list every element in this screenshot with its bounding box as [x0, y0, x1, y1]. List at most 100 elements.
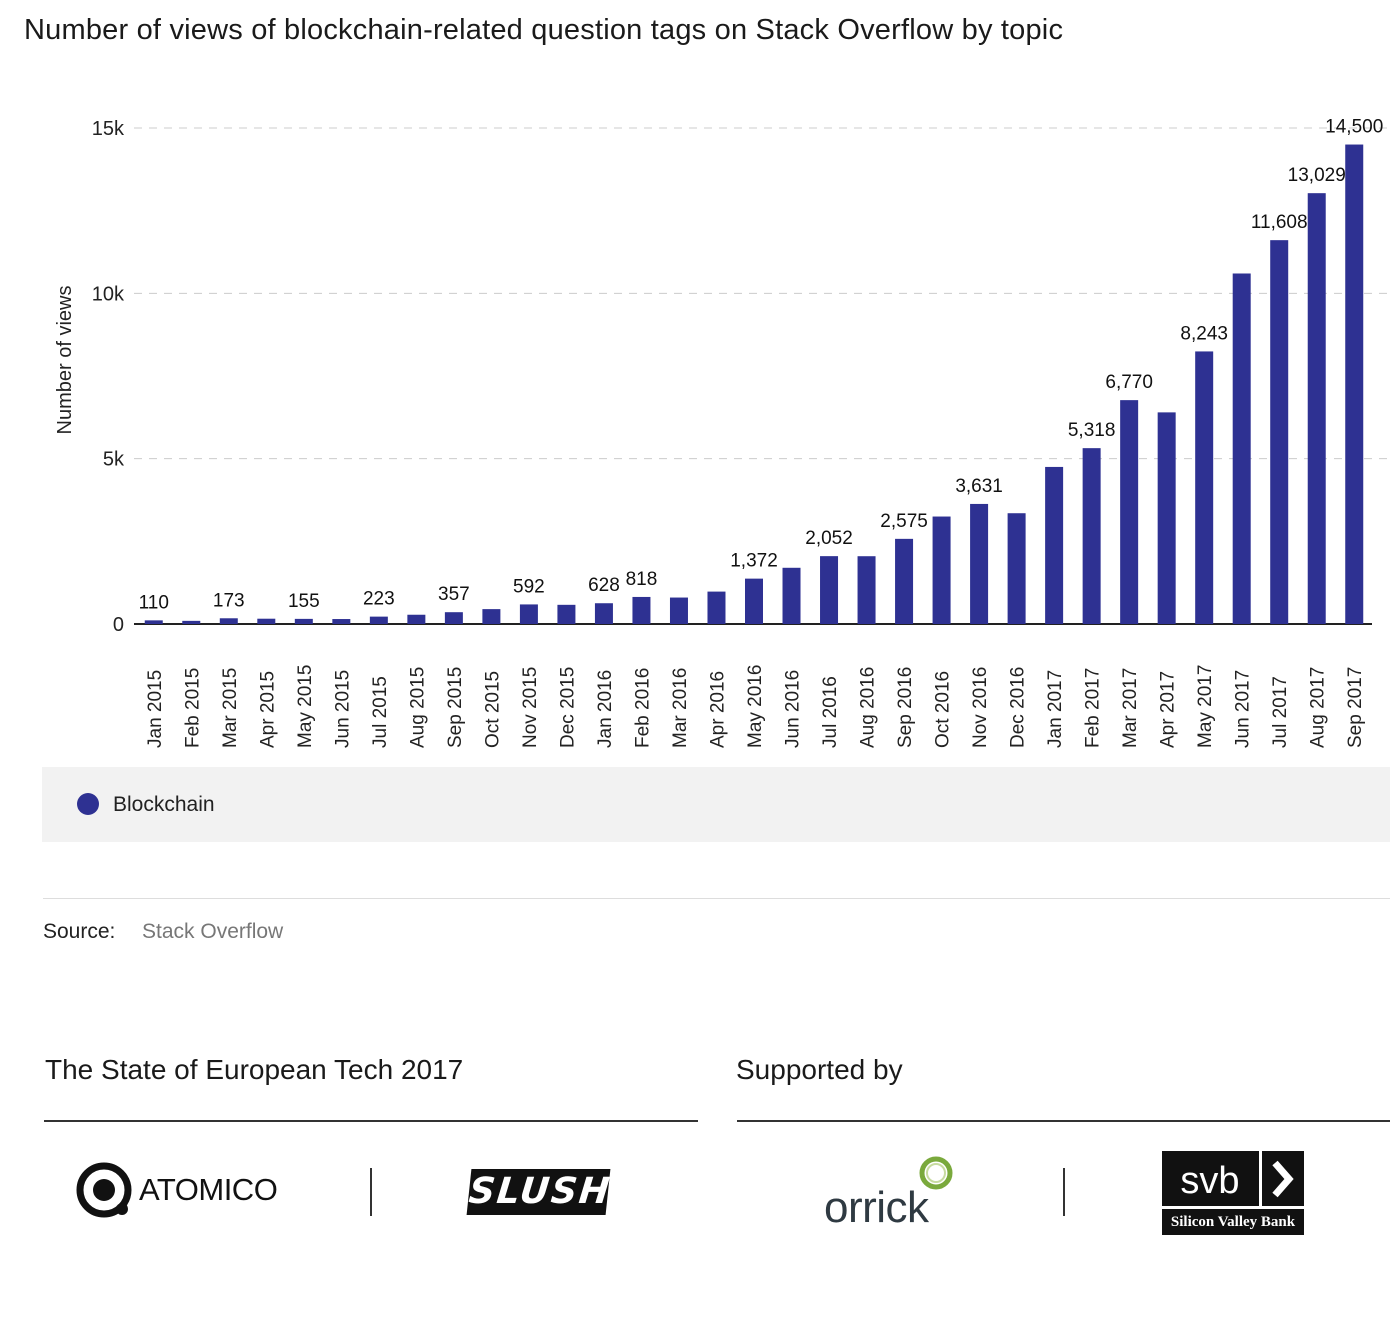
x-tick-label: Jul 2017 [1270, 676, 1291, 748]
bar[interactable] [669, 597, 688, 624]
x-tick-label: Dec 2016 [1008, 667, 1029, 748]
bar[interactable] [219, 618, 238, 624]
source-value[interactable]: Stack Overflow [142, 920, 284, 943]
bar[interactable] [1307, 193, 1326, 625]
bar[interactable] [1120, 400, 1139, 624]
y-tick-label: 5k [103, 449, 125, 471]
data-label: 11,608 [1251, 212, 1308, 233]
bar[interactable] [557, 604, 576, 624]
data-label: 2,575 [880, 511, 928, 532]
footer-title-right: Supported by [736, 1054, 903, 1085]
x-tick-label: Apr 2015 [257, 671, 278, 748]
x-tick-label: Aug 2015 [407, 667, 428, 748]
x-tick-label: Jun 2015 [332, 670, 353, 748]
y-axis-label: Number of views [54, 286, 76, 435]
source-divider [43, 898, 1390, 899]
x-tick-label: Jan 2017 [1045, 670, 1066, 748]
bar[interactable] [519, 604, 538, 624]
data-label: 628 [588, 575, 620, 596]
svb-logo-text: svb [1180, 1160, 1239, 1202]
bar[interactable] [1045, 466, 1064, 624]
bar[interactable] [1270, 240, 1289, 624]
bar-chart: Number of views 0 5k 10k 15k Jan 2015 110 Feb… [54, 117, 1390, 748]
legend: Blockchain [42, 767, 1390, 842]
svb-logo-icon: svb [1162, 1151, 1304, 1206]
x-tick-label: May 2015 [295, 665, 316, 748]
footer-rule-right [737, 1120, 1390, 1122]
footer-title-left: The State of European Tech 2017 [45, 1054, 464, 1085]
bar[interactable] [970, 503, 989, 624]
x-tick-label: Jan 2015 [145, 670, 166, 748]
bar[interactable] [332, 619, 351, 624]
x-tick-label: Feb 2016 [632, 668, 653, 748]
logo-divider-left [370, 1168, 372, 1216]
data-label: 818 [626, 569, 658, 590]
bar[interactable] [407, 614, 426, 624]
data-label: 1,372 [730, 551, 778, 572]
y-tick-label: 10k [92, 283, 125, 305]
bar[interactable] [1082, 448, 1101, 624]
x-tick-label: Sep 2017 [1345, 667, 1366, 748]
x-tick-label: Aug 2017 [1308, 667, 1329, 748]
x-tick-label: Jan 2016 [595, 670, 616, 748]
x-tick-label: Aug 2016 [858, 667, 879, 748]
data-label: 6,770 [1105, 372, 1153, 393]
data-label: 14,500 [1325, 117, 1383, 138]
bar[interactable] [594, 603, 613, 624]
x-tick-label: Dec 2015 [557, 667, 578, 748]
x-tick-label: Nov 2016 [970, 667, 991, 748]
y-tick-label: 15k [92, 118, 125, 140]
bar[interactable] [932, 516, 951, 624]
bar[interactable] [1232, 273, 1251, 624]
y-tick-label: 0 [113, 614, 124, 636]
bar[interactable] [369, 616, 388, 624]
x-tick-label: Feb 2017 [1083, 668, 1104, 748]
bar[interactable] [745, 578, 763, 624]
legend-label-blockchain[interactable]: Blockchain [113, 793, 215, 816]
data-label: 173 [213, 590, 245, 611]
bar[interactable] [857, 556, 876, 624]
slush-logo: SLUSH [466, 1169, 613, 1215]
x-tick-label: Oct 2015 [482, 671, 503, 748]
data-label: 357 [438, 584, 470, 605]
bar[interactable] [1345, 144, 1364, 625]
data-label: 223 [363, 589, 395, 610]
bar[interactable] [820, 556, 839, 624]
bar[interactable] [895, 538, 914, 624]
bar[interactable] [632, 596, 651, 624]
orrick-logo-text: orrick [824, 1183, 929, 1232]
x-tick-label: Mar 2015 [220, 668, 241, 748]
data-label: 3,631 [955, 476, 1003, 497]
x-tick-label: Jun 2016 [783, 670, 804, 748]
legend-swatch[interactable] [77, 793, 99, 815]
bar[interactable] [1157, 412, 1176, 624]
bar[interactable] [294, 618, 313, 624]
bar[interactable] [257, 618, 276, 624]
bar[interactable] [144, 620, 163, 624]
atomico-logo-text: ATOMICO [139, 1172, 278, 1207]
x-tick-label: Mar 2017 [1120, 668, 1141, 748]
bar[interactable] [707, 591, 726, 624]
footer-rule-left [44, 1120, 698, 1122]
orrick-ring-icon [919, 1156, 953, 1190]
x-tick-label: May 2016 [745, 665, 766, 748]
bar[interactable] [1007, 513, 1026, 624]
data-label: 155 [288, 591, 320, 612]
x-tick-label: Sep 2016 [895, 667, 916, 748]
x-tick-label: Sep 2015 [445, 667, 466, 748]
data-label: 13,029 [1288, 165, 1346, 186]
x-tick-label: Jun 2017 [1233, 670, 1254, 748]
x-tick-label: Jul 2016 [820, 676, 841, 748]
x-tick-label: Nov 2015 [520, 667, 541, 748]
bar[interactable] [782, 567, 801, 624]
data-label: 8,243 [1180, 323, 1228, 344]
bar[interactable] [482, 609, 501, 624]
logo-divider-right [1063, 1168, 1065, 1216]
bar[interactable] [444, 612, 463, 624]
source-label: Source: [43, 920, 116, 943]
bar[interactable] [1195, 351, 1214, 624]
x-tick-label: Jul 2015 [370, 676, 391, 748]
data-label: 2,052 [805, 528, 853, 549]
chart-title: Number of views of blockchain-related qu… [24, 14, 1064, 46]
bar[interactable] [182, 620, 201, 624]
